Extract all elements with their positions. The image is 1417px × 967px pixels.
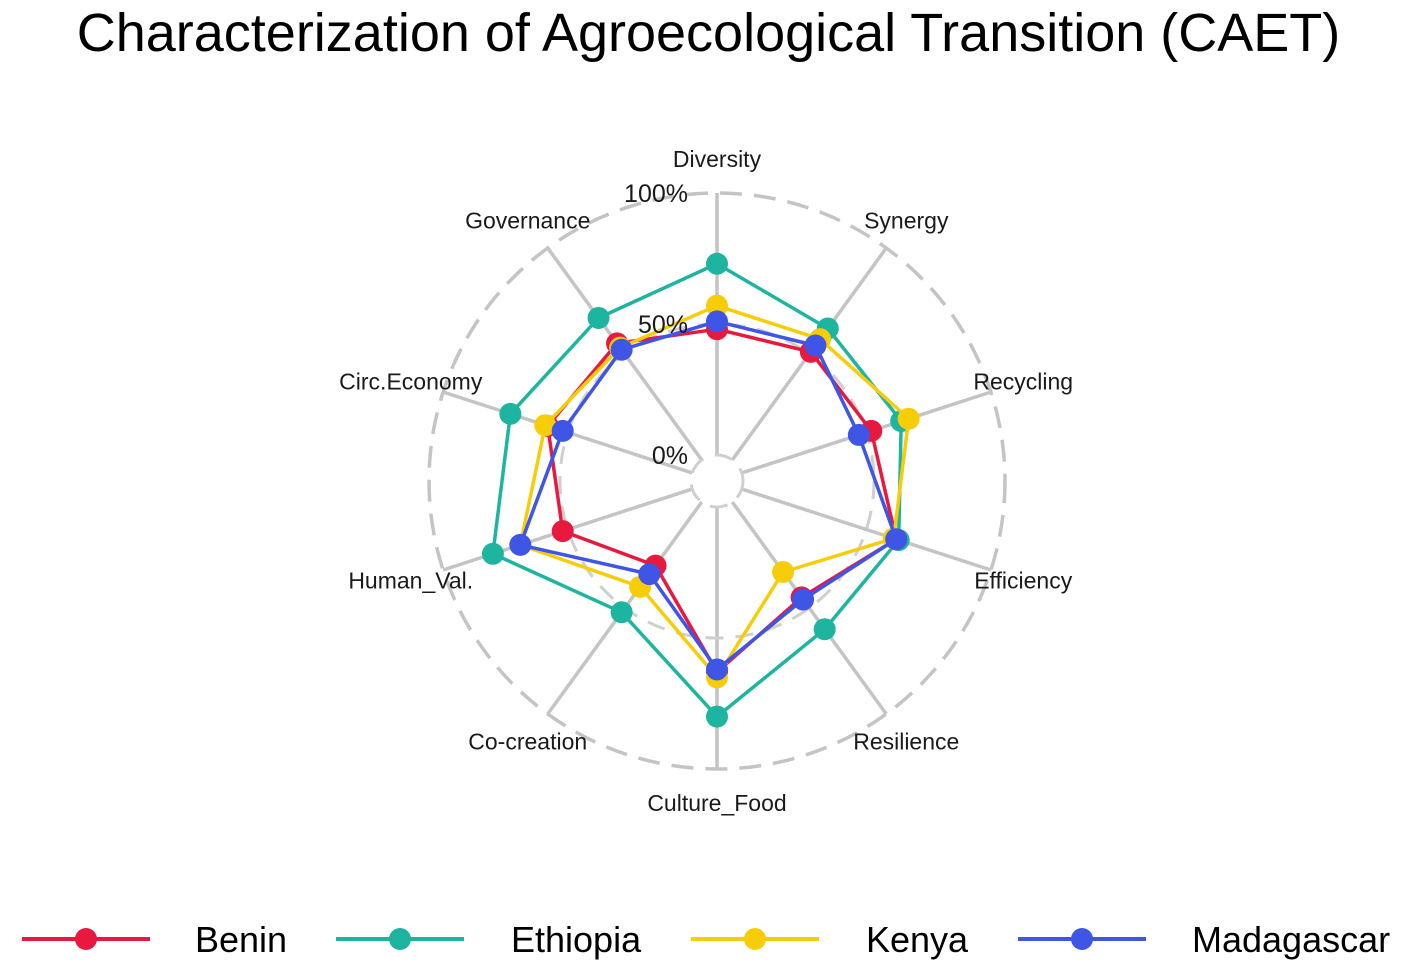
data-point	[706, 252, 728, 275]
data-point	[792, 588, 815, 611]
legend: Benin Ethiopia Kenya Madagascar	[22, 919, 1390, 960]
data-point	[551, 419, 574, 442]
label-layer: 0% 50% 100% Diversity Synergy Recycling Effici…	[339, 146, 1073, 816]
gridline-circle	[427, 191, 1007, 771]
data-point	[706, 705, 728, 728]
data-point	[813, 618, 836, 641]
series-line	[518, 303, 911, 680]
data-point	[499, 402, 522, 425]
data-point	[509, 533, 532, 556]
axis-label: Efficiency	[974, 568, 1073, 594]
data-point	[551, 520, 574, 543]
tick-label: 50%	[638, 311, 688, 339]
chart-title: Characterization of Agroecological Trans…	[76, 3, 1341, 63]
data-point	[847, 423, 870, 446]
data-point	[610, 601, 633, 624]
axis-label: Governance	[465, 207, 590, 233]
legend-marker	[744, 928, 766, 950]
data-point	[610, 338, 633, 361]
data-point	[897, 407, 920, 430]
legend-label: Kenya	[866, 919, 969, 960]
gridline-circle	[689, 453, 745, 509]
series-line	[518, 319, 898, 672]
legend-label: Benin	[195, 919, 287, 960]
data-point	[481, 542, 504, 565]
axis-label: Human_Val.	[348, 568, 473, 594]
axis-label: Recycling	[973, 368, 1073, 394]
data-point	[706, 294, 728, 317]
tick-label: 0%	[652, 442, 688, 470]
data-point	[885, 528, 908, 551]
data-point	[587, 306, 610, 329]
legend-marker	[389, 928, 411, 950]
legend-label: Madagascar	[1192, 919, 1390, 960]
data-point	[804, 334, 827, 357]
axis-label: Circ.Economy	[339, 368, 483, 394]
spoke-line	[741, 487, 992, 572]
data-point	[534, 414, 557, 437]
axis-label: Resilience	[853, 729, 959, 755]
legend-marker	[75, 928, 97, 950]
tick-label: 100%	[624, 180, 688, 208]
data-point	[706, 310, 728, 333]
series-layer	[481, 252, 920, 728]
axis-label: Co-creation	[468, 729, 587, 755]
data-point	[706, 658, 728, 681]
legend-marker	[1071, 928, 1093, 950]
data-point	[638, 563, 661, 586]
axis-label: Synergy	[864, 207, 949, 233]
axis-label: Diversity	[673, 146, 762, 172]
data-point	[772, 560, 795, 583]
legend-label: Ethiopia	[511, 919, 642, 960]
axis-label: Culture_Food	[647, 790, 786, 816]
